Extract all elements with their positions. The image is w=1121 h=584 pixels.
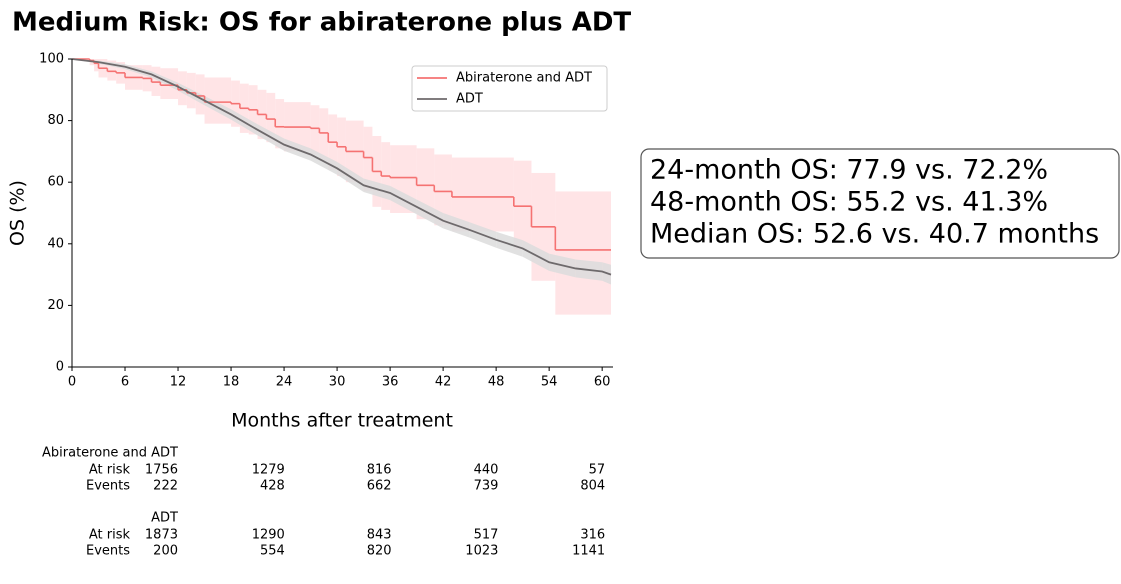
confidence-band bbox=[94, 59, 99, 72]
risk-group-name: ADT bbox=[151, 511, 178, 526]
risk-row-label: Events bbox=[86, 479, 130, 494]
x-tick-label: 48 bbox=[488, 375, 505, 390]
risk-value: 1023 bbox=[465, 544, 498, 559]
risk-row-label: At risk bbox=[89, 528, 131, 543]
confidence-band bbox=[363, 126, 373, 192]
risk-value: 816 bbox=[367, 463, 392, 478]
annotation-box bbox=[640, 148, 1120, 259]
x-tick-label: 42 bbox=[435, 375, 452, 390]
x-tick-label: 0 bbox=[68, 375, 76, 390]
y-tick-label: 80 bbox=[47, 113, 64, 128]
risk-value: 843 bbox=[367, 528, 392, 543]
confidence-band bbox=[416, 148, 435, 220]
y-tick-label: 100 bbox=[39, 52, 64, 67]
confidence-band bbox=[275, 99, 285, 149]
x-tick-label: 36 bbox=[382, 375, 399, 390]
legend-label: Abiraterone and ADT bbox=[456, 71, 592, 86]
risk-group-name: Abiraterone and ADT bbox=[42, 446, 178, 461]
y-tick-label: 0 bbox=[56, 360, 64, 375]
risk-value: 820 bbox=[367, 544, 392, 559]
x-tick-label: 12 bbox=[170, 375, 187, 390]
x-axis-label: Months after treatment bbox=[231, 410, 453, 432]
risk-value: 316 bbox=[580, 528, 605, 543]
risk-value: 428 bbox=[260, 479, 285, 494]
risk-value: 440 bbox=[474, 463, 499, 478]
risk-value: 1756 bbox=[145, 463, 178, 478]
x-tick-label: 6 bbox=[121, 375, 129, 390]
confidence-band bbox=[451, 157, 514, 232]
y-axis-label: OS (%) bbox=[7, 180, 29, 246]
confidence-band bbox=[319, 108, 329, 161]
x-tick-label: 24 bbox=[276, 375, 293, 390]
confidence-band bbox=[513, 160, 532, 250]
risk-value: 1873 bbox=[145, 528, 178, 543]
y-tick-label: 20 bbox=[47, 298, 64, 313]
y-tick-label: 60 bbox=[47, 175, 64, 190]
confidence-band bbox=[266, 92, 276, 143]
risk-value: 517 bbox=[474, 528, 499, 543]
legend-box bbox=[411, 65, 608, 112]
x-tick-label: 30 bbox=[329, 375, 346, 390]
risk-value: 662 bbox=[367, 479, 392, 494]
y-tick-label: 40 bbox=[47, 236, 64, 251]
risk-row-label: Events bbox=[86, 544, 130, 559]
risk-value: 200 bbox=[153, 544, 178, 559]
risk-value: 222 bbox=[153, 479, 178, 494]
risk-row-label: At risk bbox=[89, 463, 131, 478]
risk-value: 57 bbox=[589, 463, 606, 478]
chart-title: Medium Risk: OS for abiraterone plus ADT bbox=[12, 8, 631, 38]
risk-value: 1279 bbox=[252, 463, 285, 478]
annotation-line: 24-month OS: 77.9 vs. 72.2% bbox=[650, 155, 1048, 186]
annotation-line: 48-month OS: 55.2 vs. 41.3% bbox=[650, 187, 1048, 218]
legend-label: ADT bbox=[456, 92, 483, 107]
confidence-band bbox=[555, 191, 611, 315]
x-tick-label: 60 bbox=[594, 375, 611, 390]
risk-value: 554 bbox=[260, 544, 285, 559]
risk-value: 1141 bbox=[572, 544, 605, 559]
x-tick-label: 18 bbox=[223, 375, 240, 390]
risk-value: 1290 bbox=[252, 528, 285, 543]
risk-value: 739 bbox=[474, 479, 499, 494]
survival-line bbox=[71, 58, 612, 276]
risk-value: 804 bbox=[580, 479, 605, 494]
confidence-band bbox=[434, 154, 452, 226]
annotation-line: Median OS: 52.6 vs. 40.7 months bbox=[650, 219, 1099, 250]
confidence-band bbox=[310, 105, 320, 155]
x-tick-label: 54 bbox=[541, 375, 558, 390]
